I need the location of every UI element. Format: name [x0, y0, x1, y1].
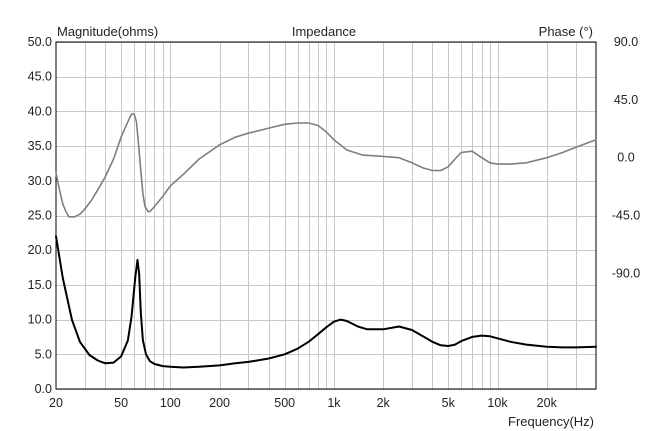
y-right-tick-label: 90.0 — [614, 35, 638, 49]
y-right-tick-label: -45.0 — [612, 209, 641, 223]
grid — [56, 42, 596, 390]
x-tick-label: 20k — [537, 396, 558, 410]
x-tick-label: 20 — [49, 396, 63, 410]
y-left-tick-label: 0.0 — [35, 382, 52, 396]
y-axis-left-label: Magnitude(ohms) — [57, 24, 158, 39]
x-tick-label: 50 — [114, 396, 128, 410]
x-tick-label: 1k — [327, 396, 341, 410]
y-left-tick-label: 40.0 — [28, 104, 52, 118]
y-left-tick-label: 35.0 — [28, 139, 52, 153]
y-right-tick-label: 45.0 — [614, 93, 638, 107]
y-left-tick-label: 25.0 — [28, 209, 52, 223]
y-left-tick-label: 20.0 — [28, 243, 52, 257]
y-left-tick-label: 30.0 — [28, 174, 52, 188]
y-left-tick-label: 10.0 — [28, 313, 52, 327]
plot-frame — [55, 41, 597, 390]
y-left-tick-label: 45.0 — [28, 70, 52, 84]
x-tick-label: 200 — [209, 396, 230, 410]
y-left-tick-label: 15.0 — [28, 278, 52, 292]
x-tick-label: 100 — [160, 396, 181, 410]
series-group — [55, 113, 597, 369]
phase-series-line — [55, 113, 597, 218]
magnitude-series-line — [55, 235, 597, 369]
x-axis-label: Frequency(Hz) — [508, 414, 594, 429]
x-tick-label: 10k — [487, 396, 508, 410]
y-axis-right-label: Phase (°) — [539, 24, 593, 39]
text-group: Magnitude(ohms) Impedance Phase (°) Freq… — [28, 24, 641, 429]
y-left-tick-label: 5.0 — [35, 347, 52, 361]
x-tick-label: 5k — [442, 396, 456, 410]
x-tick-label: 2k — [377, 396, 391, 410]
y-left-tick-label: 50.0 — [28, 35, 52, 49]
chart-title: Impedance — [292, 24, 356, 39]
y-right-tick-label: 0.0 — [617, 151, 634, 165]
x-tick-label: 500 — [274, 396, 295, 410]
y-right-tick-label: -90.0 — [612, 266, 641, 280]
